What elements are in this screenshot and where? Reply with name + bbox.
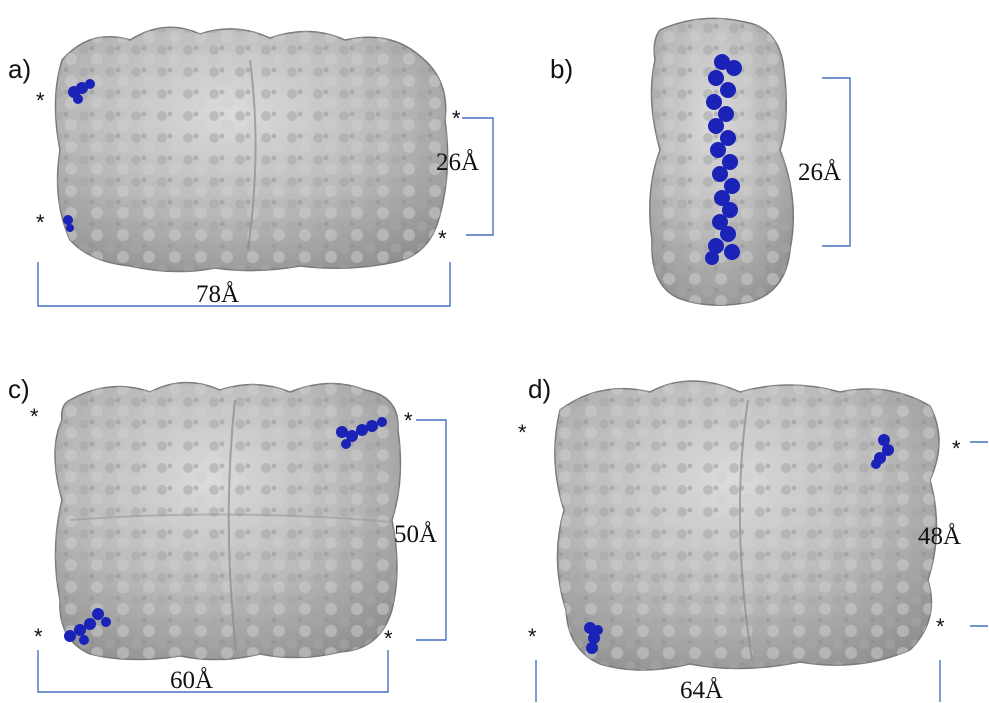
panel-a-height-bracket bbox=[462, 117, 494, 236]
panel-a: a) * * * * 26Å 78Å bbox=[8, 26, 494, 308]
panel-a-protein-surface bbox=[54, 26, 449, 273]
panel-c-marker-residue-bottom bbox=[64, 608, 111, 645]
panel-a-label: a) bbox=[8, 54, 31, 84]
panel-c-star-top-right: * bbox=[404, 408, 413, 433]
panel-a-star-bottom-left: * bbox=[36, 210, 45, 235]
panel-c-height-bracket bbox=[416, 419, 447, 641]
panel-d-marker-residue-top bbox=[871, 434, 894, 469]
panel-d-star-top-left: * bbox=[518, 420, 527, 445]
panel-a-width-label: 78Å bbox=[196, 281, 239, 308]
panel-d-height-bracket bbox=[970, 441, 988, 627]
panel-b: b) 26Å bbox=[550, 17, 851, 306]
panel-a-marker-residue-bottom bbox=[63, 215, 74, 232]
panel-a-width-bracket bbox=[37, 262, 451, 307]
panel-d-label: d) bbox=[528, 374, 551, 404]
panel-a-star-bottom-right: * bbox=[438, 226, 447, 251]
panel-c-star-bottom-left: * bbox=[34, 624, 43, 649]
panel-d-height-label: 48Å bbox=[918, 523, 961, 550]
panel-d-marker-residue-bottom bbox=[584, 622, 603, 654]
panel-d-star-top-right: * bbox=[952, 436, 961, 461]
panel-c-protein-surface bbox=[54, 381, 402, 661]
panel-c: c) * * * * 50Å 60Å bbox=[8, 374, 447, 694]
panel-c-width-label: 60Å bbox=[170, 667, 213, 694]
panel-c-width-bracket bbox=[37, 650, 389, 693]
panel-b-height-label: 26Å bbox=[798, 159, 841, 186]
panel-d-star-bottom-right: * bbox=[936, 614, 945, 639]
panel-c-marker-residue-top bbox=[336, 417, 387, 449]
panel-b-label: b) bbox=[550, 54, 573, 84]
panel-d-protein-surface bbox=[554, 380, 940, 671]
panel-c-height-label: 50Å bbox=[394, 521, 437, 548]
panel-a-star-top-left: * bbox=[36, 88, 45, 113]
panel-b-height-bracket bbox=[822, 77, 851, 247]
panel-d-width-bracket bbox=[535, 660, 941, 702]
panel-a-marker-residue-top bbox=[68, 79, 95, 104]
panel-b-protein-surface bbox=[649, 17, 795, 306]
panel-c-label: c) bbox=[8, 374, 30, 404]
panel-a-height-label: 26Å bbox=[436, 149, 479, 176]
panel-d-width-label: 64Å bbox=[680, 677, 723, 703]
panel-c-star-top-left: * bbox=[30, 404, 39, 429]
panel-a-star-top-right: * bbox=[452, 106, 461, 131]
panel-b-marker-strand bbox=[705, 54, 742, 265]
panel-d: d) * * * * 48Å 64Å bbox=[518, 374, 988, 703]
panel-c-star-bottom-right: * bbox=[384, 626, 393, 651]
panel-d-star-bottom-left: * bbox=[528, 624, 537, 649]
